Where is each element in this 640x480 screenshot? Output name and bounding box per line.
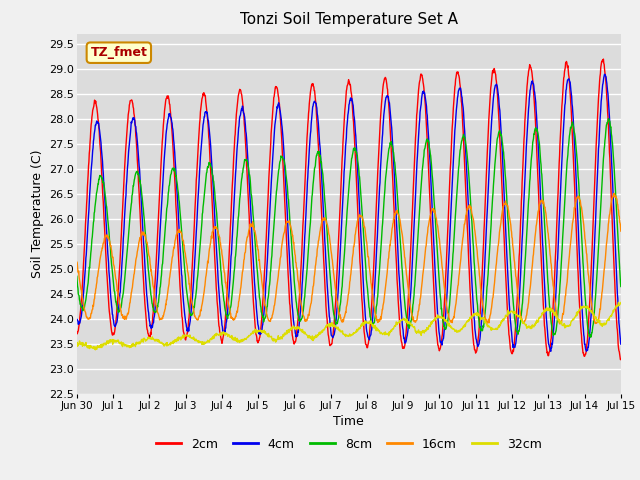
4cm xyxy=(255,325,262,331)
16cm xyxy=(611,191,618,196)
32cm xyxy=(617,300,625,305)
4cm xyxy=(194,200,202,205)
32cm xyxy=(553,312,561,318)
16cm xyxy=(255,252,262,258)
8cm xyxy=(73,274,81,279)
8cm xyxy=(552,327,560,333)
16cm xyxy=(73,259,81,265)
X-axis label: Time: Time xyxy=(333,415,364,428)
2cm xyxy=(617,357,625,362)
8cm xyxy=(587,334,595,340)
4cm xyxy=(180,310,188,316)
32cm xyxy=(434,312,442,318)
Y-axis label: Soil Temperature (C): Soil Temperature (C) xyxy=(31,149,44,278)
4cm xyxy=(601,72,609,77)
8cm xyxy=(180,265,188,271)
8cm xyxy=(605,116,612,121)
8cm xyxy=(433,246,441,252)
Title: Tonzi Soil Temperature Set A: Tonzi Soil Temperature Set A xyxy=(240,12,458,27)
2cm xyxy=(552,237,560,243)
2cm xyxy=(600,56,607,62)
32cm xyxy=(255,328,263,334)
2cm xyxy=(255,338,262,344)
16cm xyxy=(556,321,564,327)
32cm xyxy=(92,347,99,353)
2cm xyxy=(504,320,512,326)
4cm xyxy=(433,303,441,309)
32cm xyxy=(614,300,622,305)
32cm xyxy=(73,340,81,346)
32cm xyxy=(505,310,513,316)
4cm xyxy=(617,341,625,347)
2cm xyxy=(194,150,202,156)
2cm xyxy=(433,335,441,340)
8cm xyxy=(504,218,512,224)
Legend: 2cm, 4cm, 8cm, 16cm, 32cm: 2cm, 4cm, 8cm, 16cm, 32cm xyxy=(151,433,547,456)
8cm xyxy=(617,284,625,289)
Line: 32cm: 32cm xyxy=(77,302,621,350)
2cm xyxy=(73,329,81,335)
16cm xyxy=(552,309,560,315)
8cm xyxy=(194,272,202,278)
4cm xyxy=(73,316,81,322)
Line: 2cm: 2cm xyxy=(77,59,621,360)
4cm xyxy=(553,279,561,285)
32cm xyxy=(195,339,202,345)
Line: 8cm: 8cm xyxy=(77,119,621,337)
16cm xyxy=(504,206,512,212)
16cm xyxy=(194,317,202,323)
4cm xyxy=(504,280,512,286)
16cm xyxy=(433,222,441,228)
Text: TZ_fmet: TZ_fmet xyxy=(90,46,147,59)
2cm xyxy=(180,334,188,339)
4cm xyxy=(547,348,555,354)
16cm xyxy=(617,228,625,234)
Line: 4cm: 4cm xyxy=(77,74,621,351)
32cm xyxy=(181,332,189,338)
16cm xyxy=(180,247,188,253)
2cm xyxy=(616,357,624,362)
Line: 16cm: 16cm xyxy=(77,193,621,324)
8cm xyxy=(255,285,262,290)
